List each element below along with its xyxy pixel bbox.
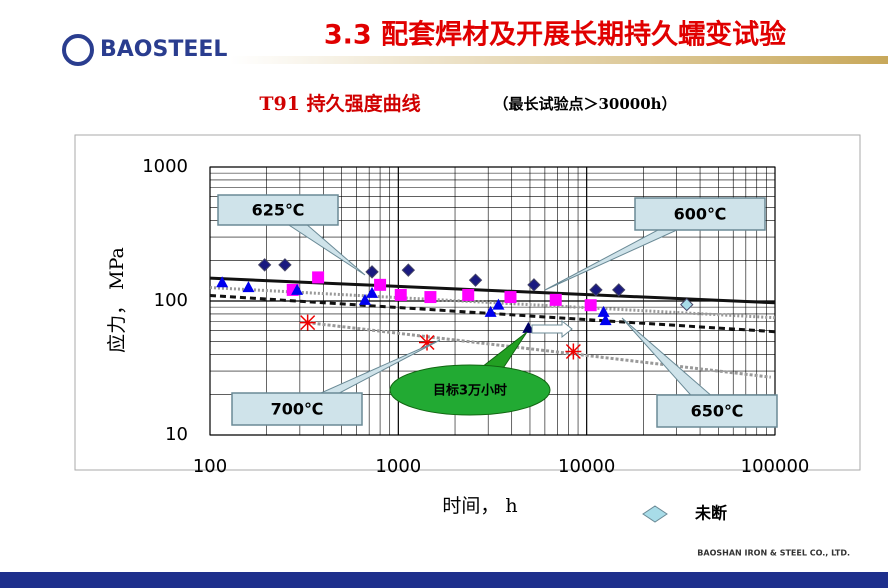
x-tick-label: 10000 <box>558 456 615 477</box>
point <box>589 283 603 297</box>
point <box>424 291 437 304</box>
point <box>522 321 535 333</box>
x-tick-label: 100000 <box>741 456 810 477</box>
point <box>504 291 517 304</box>
point <box>484 305 497 317</box>
point <box>584 299 597 312</box>
callout-box <box>656 394 778 428</box>
logo-icon <box>62 34 94 66</box>
chart-title: T91 持久强度曲线 <box>259 92 420 115</box>
x-axis-label: 时间， h <box>442 495 517 517</box>
point <box>374 278 387 291</box>
target-arrow <box>531 319 573 339</box>
point <box>299 314 316 331</box>
point <box>365 265 379 279</box>
legend-label: 未断 <box>694 504 727 523</box>
title-band <box>230 56 888 64</box>
y-tick-label: 100 <box>154 290 188 311</box>
point <box>565 343 582 360</box>
trend-line <box>307 321 771 379</box>
x-tick-label: 1000 <box>375 456 421 477</box>
legend-marker <box>642 505 668 523</box>
callout-label: 700℃ <box>271 400 324 419</box>
point <box>278 258 292 272</box>
footer: BAOSHAN IRON & STEEL CO., LTD. <box>697 549 850 558</box>
chart-subtitle: （最长试验点＞30000h） <box>493 95 676 113</box>
point <box>527 278 541 292</box>
y-tick-label: 1000 <box>142 156 188 177</box>
point <box>462 288 475 301</box>
callout-label: 600℃ <box>674 205 727 224</box>
point <box>216 276 229 288</box>
x-tick-label: 100 <box>193 456 227 477</box>
point <box>358 293 371 305</box>
y-axis-label: 应力， MPa <box>106 247 128 353</box>
point <box>468 273 483 287</box>
point <box>312 271 325 284</box>
callout-box <box>217 194 339 226</box>
point <box>680 297 694 312</box>
point <box>242 281 255 293</box>
y-tick-label: 10 <box>165 424 188 445</box>
point <box>597 305 610 317</box>
logo-text: BAOSTEEL <box>100 37 227 62</box>
point <box>419 334 436 351</box>
point <box>366 286 379 298</box>
point <box>612 283 626 297</box>
point <box>291 283 304 295</box>
callout-label: 650℃ <box>691 402 744 421</box>
trend-line <box>209 276 776 305</box>
page-title: 3.3 配套焊材及开展长期持久蠕变试验 <box>324 19 786 51</box>
footer-bar <box>0 572 888 588</box>
point <box>257 258 272 272</box>
point <box>401 263 416 277</box>
callout-ellipse <box>389 364 551 416</box>
point <box>599 314 612 326</box>
point <box>549 293 562 306</box>
callout-label: 625℃ <box>252 201 305 220</box>
point <box>394 288 407 301</box>
callout-label: 目标3万小时 <box>433 383 507 399</box>
callout-box <box>634 197 766 231</box>
point <box>492 298 505 310</box>
callout-box <box>231 392 363 426</box>
